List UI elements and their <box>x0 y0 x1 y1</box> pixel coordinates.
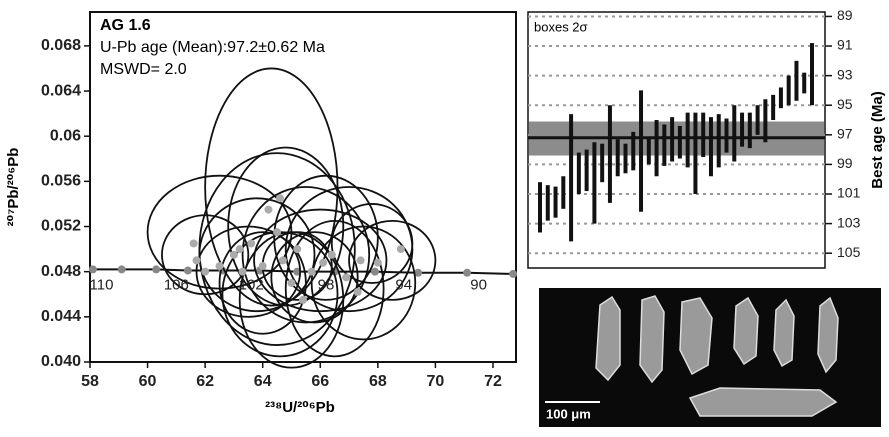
y-tick-label: 0.052 <box>41 218 81 235</box>
concordia-line <box>92 268 514 275</box>
concordia-point <box>463 268 472 277</box>
error-ellipse <box>204 67 339 307</box>
annotation: MSWD= 2.0 <box>100 61 187 78</box>
x-tick-label: 70 <box>427 373 445 390</box>
cl-image <box>539 288 881 427</box>
error-ellipse <box>198 197 316 313</box>
y-axis-label: ²⁰⁷Pb/²⁰⁶Pb <box>5 148 22 227</box>
concordia-point <box>117 265 126 274</box>
y-tick-label: 97 <box>837 126 853 142</box>
data-point <box>396 245 405 254</box>
data-point <box>373 258 382 267</box>
error-ellipse <box>218 231 307 335</box>
concordia-point <box>370 267 379 276</box>
y-tick-label: 0.06 <box>50 127 81 144</box>
x-tick-label: 72 <box>484 373 502 390</box>
error-ellipse <box>227 146 345 307</box>
data-point <box>235 245 244 254</box>
y-tick-label: 89 <box>837 7 853 23</box>
y-tick-label: 91 <box>837 37 853 53</box>
data-point <box>215 262 224 271</box>
data-point <box>299 295 307 304</box>
y-tick-label: 0.048 <box>41 263 81 280</box>
data-point <box>319 258 328 267</box>
concordia-point <box>509 269 518 278</box>
x-tick-label: 58 <box>81 373 99 390</box>
y-tick-label: 0.044 <box>41 308 81 325</box>
y-axis-label-2: Best age (Ma) <box>869 91 886 189</box>
y-tick-label: 103 <box>837 214 861 230</box>
error-ellipse <box>195 225 302 318</box>
y-tick-label: 93 <box>837 66 853 82</box>
error-ellipse <box>284 219 385 358</box>
data-point <box>356 256 365 265</box>
data-point <box>192 256 201 265</box>
age-label: 110 <box>90 276 114 293</box>
data-point <box>278 256 287 265</box>
error-ellipse <box>348 219 437 301</box>
age-label: 94 <box>395 276 412 293</box>
y-tick-label: 99 <box>837 155 853 171</box>
age-label: 98 <box>318 276 335 293</box>
error-ellipse <box>270 231 359 324</box>
x-axis-label: ²³⁸U/²⁰⁶Pb <box>265 399 335 416</box>
data-point <box>189 239 198 248</box>
concordia-point <box>183 266 192 275</box>
y-tick-label: 0.064 <box>41 82 81 99</box>
data-point <box>201 267 210 276</box>
x-tick-label: 64 <box>254 373 272 390</box>
y-tick-label: 0.068 <box>41 37 81 54</box>
age-label: 102 <box>239 276 264 293</box>
data-point <box>258 262 267 271</box>
x-tick-label: 62 <box>196 373 214 390</box>
y-tick-label: 105 <box>837 244 861 260</box>
data-point <box>342 273 351 282</box>
age-label: 90 <box>470 276 487 293</box>
chart-title-2: boxes 2σ <box>534 19 588 34</box>
error-ellipse <box>253 208 388 313</box>
error-ellipse <box>273 174 379 301</box>
data-point <box>275 194 284 203</box>
age-label: 106 <box>164 276 189 293</box>
x-tick-label: 60 <box>139 373 157 390</box>
x-tick-label: 68 <box>369 373 387 390</box>
data-point <box>327 250 336 259</box>
data-point <box>247 239 256 248</box>
data-point <box>307 267 316 276</box>
chart-title: AG 1.6 <box>100 17 151 34</box>
error-ellipse <box>330 203 414 284</box>
subtitle: U-Pb age (Mean):97.2±0.62 Ma <box>100 39 325 56</box>
y-tick-label: 0.056 <box>41 173 81 190</box>
y-tick-label: 95 <box>837 96 853 112</box>
data-point <box>264 205 273 214</box>
error-ellipse <box>310 225 417 341</box>
concordia-point <box>152 265 161 274</box>
scale-label: 100 μm <box>546 406 591 421</box>
concordia-point <box>414 268 423 277</box>
error-ellipse <box>161 214 250 296</box>
y-tick-label: 101 <box>837 185 861 201</box>
data-point <box>353 288 362 296</box>
data-point <box>273 228 282 237</box>
data-point <box>238 267 247 276</box>
data-point <box>293 245 302 254</box>
y-tick-label: 0.040 <box>41 353 81 370</box>
data-point <box>229 250 238 259</box>
data-point <box>287 278 296 287</box>
concordia-point <box>88 265 97 274</box>
x-tick-label: 66 <box>311 373 329 390</box>
